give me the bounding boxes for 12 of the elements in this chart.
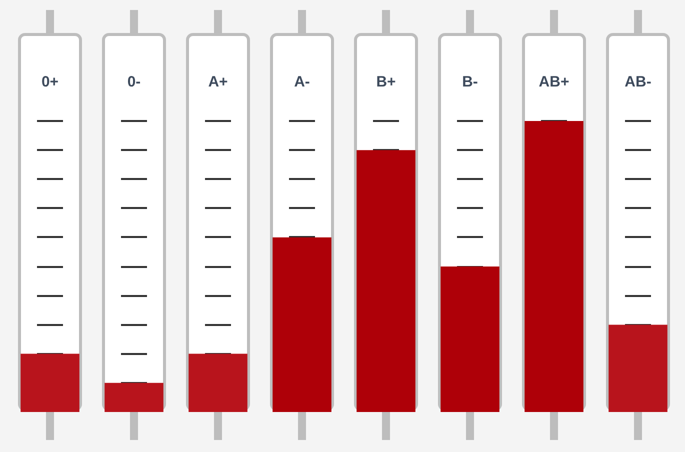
x-tick-label: AB+ xyxy=(538,74,570,90)
bar xyxy=(188,354,248,412)
x-tick-label: B- xyxy=(462,74,478,90)
x-tick-label: B+ xyxy=(376,74,396,90)
x-tick-label: 0- xyxy=(127,74,141,90)
bar xyxy=(608,324,668,412)
bar xyxy=(20,354,80,412)
x-tick-label: 0+ xyxy=(41,74,59,90)
x-tick-label: AB- xyxy=(624,74,652,90)
x-tick-label: A- xyxy=(294,74,310,90)
x-tick-label: A+ xyxy=(208,74,228,90)
bar xyxy=(104,382,164,412)
